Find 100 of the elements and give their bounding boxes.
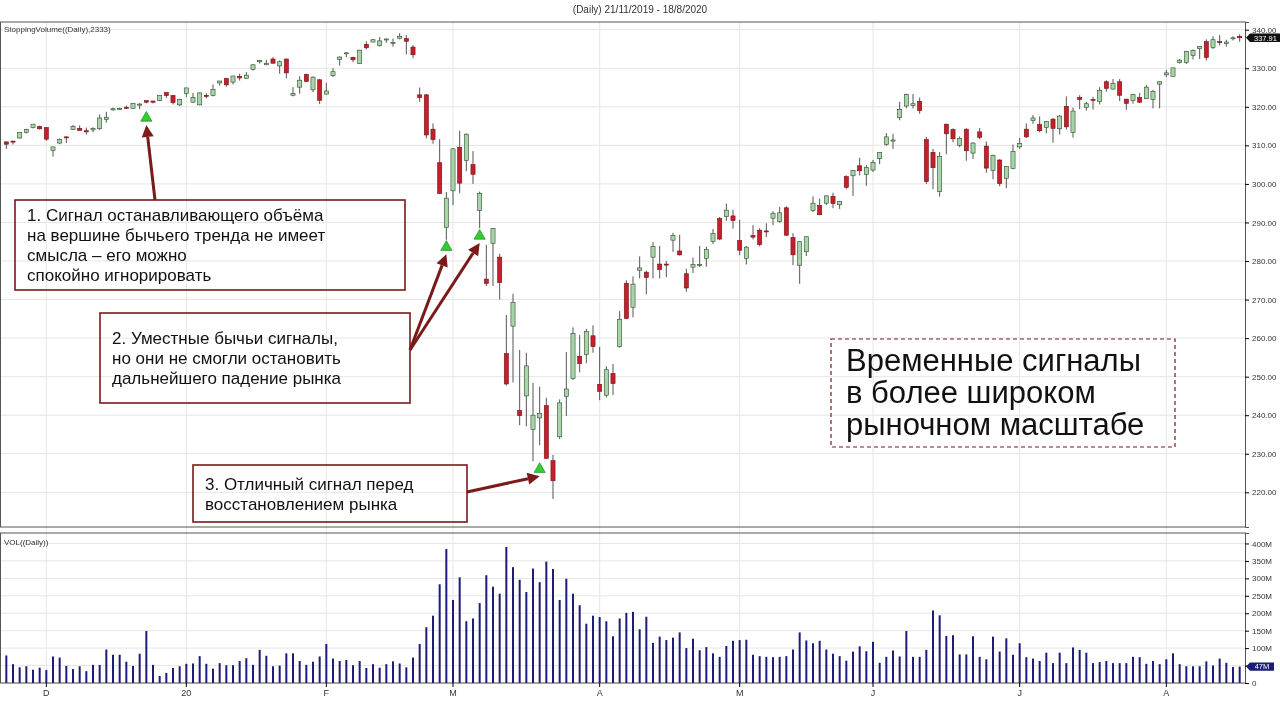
- candlestick: [1063, 95, 1069, 131]
- bar: [1232, 666, 1234, 683]
- candlestick: [1070, 107, 1076, 139]
- candlestick: [630, 275, 636, 318]
- bar: [5, 655, 8, 683]
- bar: [365, 668, 368, 683]
- bar: [285, 653, 288, 683]
- bar: [638, 629, 641, 683]
- bar: [1052, 663, 1054, 683]
- candlestick: [850, 169, 856, 197]
- bar: [618, 618, 621, 683]
- candlestick: [597, 346, 603, 401]
- bar: [612, 636, 614, 683]
- candlestick: [997, 158, 1003, 187]
- bar: [12, 664, 14, 683]
- y-tick-label: 280.00: [1252, 257, 1278, 267]
- chart-title: (Daily) 21/11/2019 - 18/8/2020: [572, 4, 708, 15]
- bar: [305, 664, 308, 683]
- bar: [518, 579, 521, 683]
- candlestick: [317, 78, 323, 105]
- bar: [832, 653, 834, 683]
- bar: [345, 659, 348, 683]
- bar: [465, 621, 468, 683]
- bar: [685, 648, 688, 683]
- bar: [1012, 654, 1014, 683]
- candlestick: [577, 334, 583, 373]
- bar: [805, 640, 808, 683]
- candlestick: [643, 270, 649, 295]
- y-tick-label: 300.00: [1252, 179, 1278, 189]
- bar: [158, 676, 161, 683]
- bar: [1025, 657, 1028, 683]
- bar: [278, 665, 281, 683]
- bar: [958, 654, 961, 683]
- candlestick: [1090, 96, 1096, 111]
- bar: [898, 656, 901, 683]
- bar: [325, 643, 328, 683]
- bar: [558, 599, 561, 683]
- candlestick: [730, 209, 736, 230]
- x-tick-label: 20: [181, 688, 192, 699]
- bar: [318, 656, 321, 683]
- bar: [718, 656, 721, 683]
- bar: [472, 618, 474, 683]
- candlestick: [677, 234, 683, 257]
- bar: [705, 647, 708, 683]
- bar: [792, 649, 794, 683]
- bar: [912, 656, 914, 683]
- candlestick: [583, 328, 589, 364]
- bar: [732, 640, 734, 683]
- bar: [865, 651, 868, 683]
- bar: [798, 632, 801, 683]
- annotation: Временные сигналы в более широком рыночном масштабе: [846, 342, 1145, 442]
- bar: [492, 586, 494, 683]
- candlestick: [283, 58, 289, 79]
- bar: [892, 650, 894, 683]
- candlestick: [737, 219, 743, 256]
- bar: [852, 651, 854, 683]
- bar: [1105, 661, 1108, 683]
- bar: [1125, 663, 1128, 683]
- bar: [885, 656, 888, 683]
- bar: [1098, 662, 1101, 683]
- bar: [452, 599, 454, 683]
- bar: [1092, 663, 1094, 683]
- bar: [632, 611, 634, 683]
- bar: [1065, 663, 1068, 683]
- bar: [198, 656, 201, 683]
- bar: [92, 664, 94, 683]
- bar: [592, 615, 594, 683]
- x-tick-label: M: [449, 688, 457, 699]
- bar: [1158, 664, 1161, 683]
- chart-subtitle: StoppingVolume((Daily),2333): [4, 25, 112, 34]
- bar: [1198, 666, 1201, 683]
- bar: [385, 664, 388, 683]
- x-tick-label: F: [323, 688, 330, 699]
- bar: [352, 665, 354, 683]
- bar: [872, 641, 874, 683]
- bar: [1178, 664, 1181, 683]
- bar: [672, 637, 674, 683]
- bar: [738, 640, 741, 683]
- bar: [125, 661, 128, 683]
- bar: [1218, 658, 1221, 683]
- bar: [498, 593, 501, 683]
- x-tick-label: A: [596, 688, 603, 699]
- point: [473, 229, 486, 240]
- bar: [438, 584, 441, 683]
- candlestick: [683, 268, 689, 293]
- x-tick-label: A: [1163, 688, 1170, 699]
- bar: [578, 605, 581, 683]
- bar: [1152, 661, 1154, 683]
- candlestick: [650, 241, 656, 279]
- x-tick-label: D: [43, 688, 51, 699]
- bar: [952, 635, 954, 683]
- x-tick-label: M: [735, 688, 744, 699]
- bar: [1112, 663, 1114, 683]
- bar: [418, 643, 421, 683]
- bar: [545, 561, 548, 683]
- y-tick-label: 290.00: [1252, 218, 1278, 228]
- bar: [845, 660, 848, 683]
- bar: [745, 639, 748, 683]
- bar: [232, 665, 234, 683]
- candlestick: [703, 246, 709, 268]
